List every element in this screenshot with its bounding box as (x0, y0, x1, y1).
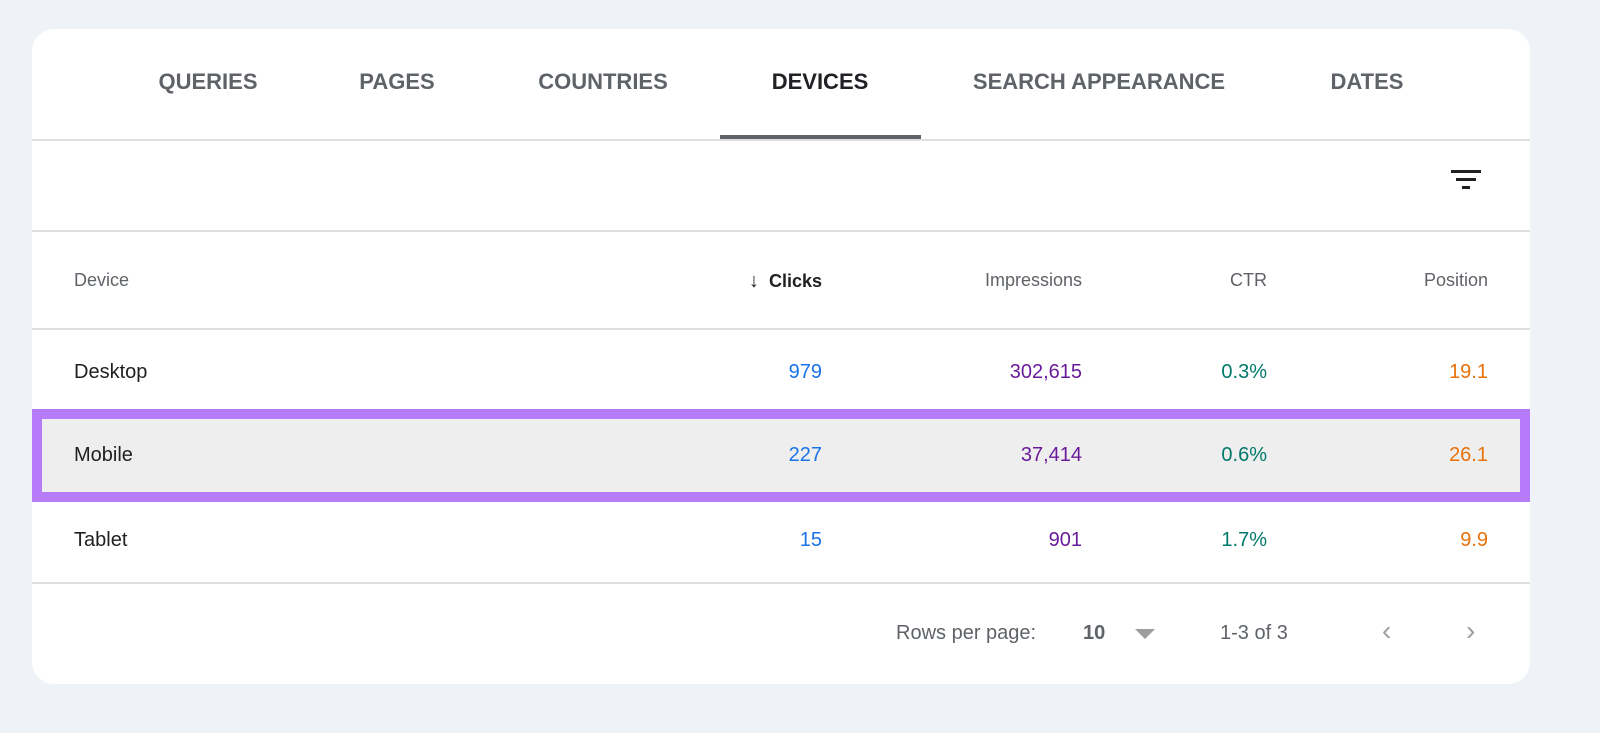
impressions-cell: 901 (1048, 529, 1082, 551)
tab-countries[interactable]: COUNTRIES (538, 69, 668, 94)
divider (32, 582, 1530, 584)
previous-page-icon[interactable]: ‹ (1382, 615, 1392, 646)
clicks-cell: 227 (788, 444, 822, 466)
tab-pages[interactable]: PAGES (359, 69, 435, 94)
next-page-icon[interactable]: › (1466, 615, 1476, 646)
ctr-cell: 0.6% (1221, 444, 1267, 466)
ctr-cell: 1.7% (1221, 529, 1267, 551)
position-cell: 19.1 (1449, 361, 1488, 383)
impressions-cell: 37,414 (1020, 444, 1082, 466)
clicks-cell: 15 (799, 529, 822, 551)
table-row[interactable]: Tablet 15 901 1.7% 9.9 (32, 502, 1530, 587)
tab-dates[interactable]: DATES (1330, 69, 1404, 94)
tab-search-appearance[interactable]: SEARCH APPEARANCE (972, 69, 1226, 94)
device-cell: Desktop (74, 361, 148, 383)
tab-queries[interactable]: QUERIES (158, 69, 258, 94)
device-cell: Tablet (74, 529, 128, 551)
ctr-cell: 0.3% (1221, 361, 1267, 383)
position-cell: 9.9 (1460, 529, 1488, 551)
device-cell: Mobile (74, 444, 133, 466)
sort-arrow-down-icon: ↓ (748, 270, 759, 292)
tab-devices[interactable]: DEVICES (771, 69, 869, 94)
column-header-clicks[interactable]: ↓ Clicks (749, 270, 822, 293)
column-header-position[interactable]: Position (1423, 270, 1488, 290)
table-row[interactable]: Desktop 979 302,615 0.3% 19.1 (32, 330, 1530, 415)
divider (32, 328, 1530, 330)
performance-card: QUERIES PAGES COUNTRIES DEVICES SEARCH A… (32, 29, 1530, 684)
pagination-range: 1-3 of 3 (1220, 622, 1288, 644)
rows-per-page-select[interactable]: 10 (1083, 622, 1155, 645)
clicks-cell: 979 (788, 361, 822, 383)
divider (32, 230, 1530, 232)
column-header-device[interactable]: Device (74, 270, 130, 290)
position-cell: 26.1 (1449, 444, 1488, 466)
column-header-clicks-label: Clicks (768, 271, 822, 291)
filter-icon[interactable] (1450, 168, 1482, 192)
dropdown-arrow-icon (1134, 628, 1155, 639)
column-header-ctr[interactable]: CTR (1230, 270, 1267, 290)
divider (32, 139, 1530, 141)
active-tab-indicator (720, 135, 921, 139)
impressions-cell: 302,615 (1009, 361, 1082, 383)
rows-per-page-value: 10 (1083, 622, 1106, 644)
column-header-impressions[interactable]: Impressions (984, 270, 1082, 290)
rows-per-page-label: Rows per page: (896, 622, 1037, 644)
table-row-highlighted[interactable]: Mobile 227 37,414 0.6% 26.1 (32, 409, 1530, 502)
